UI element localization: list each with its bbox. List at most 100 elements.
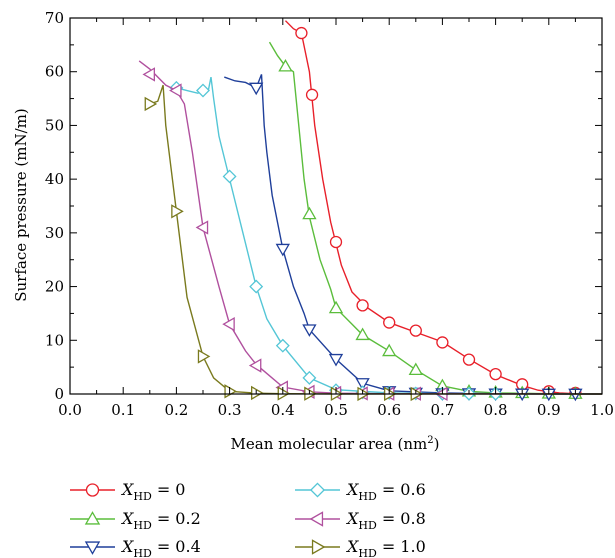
data-point (275, 243, 290, 257)
legend-marker (84, 541, 101, 555)
data-point (436, 336, 449, 349)
legend-marker (85, 483, 100, 497)
data-point (328, 353, 344, 367)
y-tick-label: 30 (45, 224, 64, 242)
data-point (278, 58, 293, 72)
legend-label: XHD = 1.0 (345, 537, 426, 558)
x-tick-label: 0.8 (484, 401, 508, 419)
series-line (284, 20, 603, 395)
data-point (249, 279, 264, 294)
x-tick-label: 1.0 (590, 401, 614, 419)
series-1 (268, 41, 603, 399)
data-point (355, 327, 370, 341)
data-point (408, 362, 423, 376)
legend-marker (84, 511, 101, 525)
data-point (195, 220, 209, 235)
x-tick-label: 0.9 (537, 401, 561, 419)
y-axis-label: Surface pressure (mN/m) (12, 108, 30, 302)
plot-marks (138, 20, 603, 402)
legend-label: XHD = 0.8 (345, 509, 426, 532)
legend-sub: HD (133, 490, 152, 503)
series-5 (144, 84, 603, 402)
data-point (302, 206, 317, 220)
legend-label: XHD = 0.4 (120, 537, 201, 558)
y-tick-label: 50 (45, 116, 64, 134)
data-point (295, 26, 308, 40)
data-point (382, 343, 397, 357)
legend-value: = 0.2 (157, 509, 201, 528)
data-point (224, 384, 237, 399)
series-2 (224, 74, 603, 402)
legend-var: X (345, 509, 359, 528)
legend-var: X (120, 509, 134, 528)
data-point (383, 316, 396, 329)
data-point (144, 96, 158, 112)
data-point (171, 204, 184, 219)
x-tick-label: 0.7 (430, 401, 454, 419)
data-point (355, 378, 370, 391)
legend-value: = 0.4 (157, 537, 201, 556)
y-tick-label: 0 (54, 385, 64, 403)
legend-sub: HD (358, 519, 377, 532)
legend-item-2: XHD = 0.4 (70, 537, 201, 558)
data-point (489, 367, 502, 381)
x-tick-label: 0.6 (377, 401, 401, 419)
data-point (142, 67, 155, 82)
legend-var: X (345, 537, 359, 556)
y-tick-label: 60 (45, 63, 64, 81)
series-4 (138, 60, 603, 402)
x-tick-label: 0.3 (218, 401, 242, 419)
data-point (356, 299, 369, 312)
y-tick-label: 20 (45, 278, 64, 296)
x-tick-label: 0.5 (324, 401, 348, 419)
legend-label: XHD = 0.6 (345, 480, 426, 503)
legend-var: X (120, 537, 134, 556)
legend-marker (309, 511, 324, 527)
legend-sub: HD (133, 547, 152, 558)
legend-sub: HD (358, 490, 377, 503)
legend-label: XHD = 0.2 (120, 509, 201, 532)
legend-value: = 1.0 (382, 537, 426, 556)
legend-item-4: XHD = 0.8 (295, 509, 426, 532)
data-point (302, 324, 317, 337)
legend-label: XHD = 0 (120, 480, 185, 503)
y-tick-label: 40 (45, 170, 64, 188)
legend-sub: HD (133, 519, 152, 532)
data-point (251, 385, 264, 401)
data-point (222, 317, 235, 332)
legend-item-1: XHD = 0.2 (70, 509, 201, 532)
legend-item-5: XHD = 1.0 (295, 537, 426, 558)
data-point (249, 82, 264, 96)
legend-item-3: XHD = 0.6 (295, 480, 426, 503)
data-point (169, 83, 182, 98)
series-0 (284, 20, 603, 400)
y-tick-label: 10 (45, 331, 64, 349)
series-line (138, 60, 603, 395)
data-point (328, 300, 344, 314)
data-point (197, 349, 211, 364)
data-point (302, 370, 317, 385)
legend-var: X (345, 480, 359, 499)
x-tick-label: 0.2 (164, 401, 188, 419)
y-tick-label: 70 (45, 9, 64, 27)
x-axis-label: Mean molecular area (nm2) (231, 435, 440, 453)
data-point (305, 88, 319, 101)
data-point (329, 235, 343, 249)
legend-marker (309, 482, 326, 498)
legend-value: = 0.8 (382, 509, 426, 528)
data-point (275, 338, 290, 353)
legend-value: = 0.6 (382, 480, 426, 499)
legend-sub: HD (358, 547, 377, 558)
x-tick-label: 0.4 (271, 401, 295, 419)
data-point (409, 324, 422, 337)
x-tick-label: 0.1 (111, 401, 135, 419)
legend-var: X (120, 480, 134, 499)
legend-marker (311, 539, 326, 555)
x-tick-label: 0.0 (58, 401, 82, 419)
axes: 0.0 0.1 0.2 0.3 0.4 0.5 0.6 0.7 0.8 0.9 1.0 0 10 20 30… (45, 9, 614, 419)
data-point (462, 353, 476, 366)
data-point (196, 83, 210, 98)
legend-value: = 0 (157, 480, 186, 499)
